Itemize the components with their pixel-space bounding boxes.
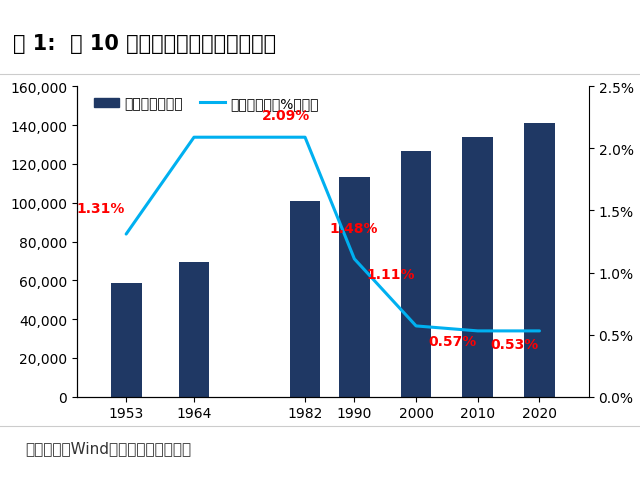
Text: 图 1:  近 10 年我国总人口增速缓慢下降: 图 1: 近 10 年我国总人口增速缓慢下降 xyxy=(13,34,276,54)
Bar xyxy=(179,262,209,397)
Bar xyxy=(111,283,141,397)
Text: 1.48%: 1.48% xyxy=(330,222,378,236)
Text: 数据来源：Wind，国泰君安证券研究: 数据来源：Wind，国泰君安证券研究 xyxy=(26,440,192,455)
Bar xyxy=(524,123,555,397)
Legend: 总人口（万人）, 年均增长率（%，右）: 总人口（万人）, 年均增长率（%，右） xyxy=(94,97,319,111)
Text: 1.11%: 1.11% xyxy=(367,268,415,282)
Text: 2.09%: 2.09% xyxy=(262,109,310,123)
Bar xyxy=(339,178,370,397)
Bar xyxy=(401,152,431,397)
Text: 0.53%: 0.53% xyxy=(490,337,538,351)
Bar xyxy=(462,137,493,397)
Bar xyxy=(290,202,321,397)
Text: 0.57%: 0.57% xyxy=(428,334,477,348)
Text: 1.31%: 1.31% xyxy=(77,202,125,216)
